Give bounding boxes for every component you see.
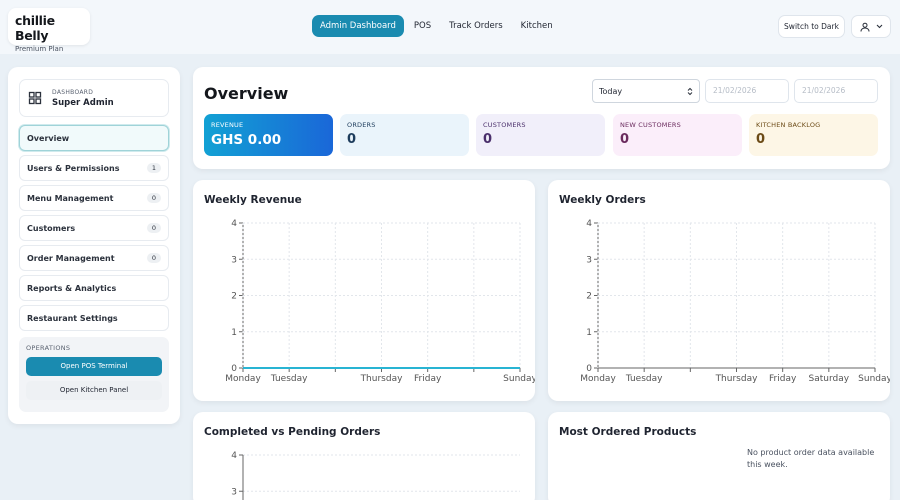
theme-toggle-button[interactable]: Switch to Dark: [778, 15, 845, 38]
range-select-value: Today: [599, 86, 623, 96]
date-to-field[interactable]: 21/02/2026: [794, 79, 878, 103]
y-tick-label: 1: [231, 328, 237, 338]
kpi-value: GHS 0.00: [211, 132, 282, 148]
dashboard-profile-card: DASHBOARD Super Admin: [19, 79, 169, 117]
y-tick-label: 2: [231, 292, 237, 302]
brand-plan: Premium Plan: [15, 45, 64, 53]
sidebar-item-label: Users & Permissions: [27, 163, 120, 173]
sidebar-item-users-permissions[interactable]: Users & Permissions 1: [19, 155, 169, 181]
y-tick-label: 1: [586, 328, 592, 338]
kpi-value: 0: [347, 132, 357, 147]
x-tick-label: Saturday: [809, 374, 850, 384]
nav-pos[interactable]: POS: [413, 21, 432, 31]
chart-title: Weekly Revenue: [204, 194, 302, 206]
sidebar-item-label: Reports & Analytics: [27, 283, 117, 293]
operations-title: OPERATIONS: [26, 344, 71, 352]
kpi-customers: CUSTOMERS 0: [476, 114, 605, 156]
kpi-orders: ORDERS 0: [340, 114, 469, 156]
kpi-new-customers: NEW CUSTOMERS 0: [613, 114, 742, 156]
kpi-value: 0: [620, 132, 630, 147]
dashboard-label: DASHBOARD: [52, 88, 94, 96]
sidebar-item-overview[interactable]: Overview: [19, 125, 169, 151]
card-title: Most Ordered Products: [559, 426, 697, 438]
weekly-orders-card: Weekly Orders 0 1 2 3 4 Monday Tuesday Thursday…: [548, 180, 890, 401]
kpi-kitchen-backlog: KITCHEN BACKLOG 0: [749, 114, 878, 156]
sidebar-item-customers[interactable]: Customers 0: [19, 215, 169, 241]
range-select[interactable]: Today: [592, 79, 700, 103]
kpi-label: KITCHEN BACKLOG: [756, 121, 821, 129]
chevron-down-icon: [876, 24, 882, 29]
weekly-revenue-card: Weekly Revenue 0 1 2 3 4 Monday Tuesday Thursda…: [193, 180, 535, 401]
x-tick-label: Sunday: [503, 374, 535, 384]
user-role: Super Admin: [52, 97, 114, 108]
y-tick-label: 3: [586, 255, 592, 265]
y-tick-label: 3: [231, 255, 237, 265]
weekly-revenue-chart: 0 1 2 3 4 Monday Tuesday Thursday Friday Sunday: [225, 219, 535, 384]
sidebar-item-reports-analytics[interactable]: Reports & Analytics: [19, 275, 169, 301]
x-tick-label: Sunday: [858, 374, 890, 384]
kpi-revenue: REVENUE GHS 0.00: [204, 114, 333, 156]
sidebar-item-label: Menu Management: [27, 193, 114, 203]
y-tick-label: 2: [586, 292, 592, 302]
count-badge: 0: [146, 223, 161, 233]
x-tick-label: Monday: [580, 374, 616, 384]
kpi-label: NEW CUSTOMERS: [620, 121, 681, 129]
x-tick-label: Thursday: [715, 374, 759, 384]
user-menu-button[interactable]: [851, 15, 891, 38]
user-icon: [860, 22, 869, 32]
y-tick-label: 4: [586, 219, 592, 229]
page-title: Overview: [204, 84, 289, 103]
empty-state-text: No product order data available this wee…: [747, 448, 875, 469]
select-arrows-icon: [687, 87, 693, 95]
sidebar-item-label: Overview: [27, 133, 70, 143]
main-nav: Admin Dashboard POS Track Orders Kitchen: [312, 15, 563, 37]
x-tick-label: Tuesday: [270, 374, 308, 384]
grid-icon: [28, 91, 42, 105]
open-kitchen-panel-button[interactable]: Open Kitchen Panel: [26, 381, 162, 400]
sidebar: DASHBOARD Super Admin Overview Users & P…: [8, 67, 180, 424]
nav-track-orders[interactable]: Track Orders: [449, 21, 503, 31]
count-badge: 0: [146, 253, 161, 263]
weekly-orders-chart: 0 1 2 3 4 Monday Tuesday Thursday Friday Saturday…: [580, 219, 890, 384]
y-tick-label: 4: [231, 451, 237, 461]
overview-panel: Overview Today 21/02/2026 21/02/2026 REV…: [193, 67, 890, 169]
nav-kitchen[interactable]: Kitchen: [520, 21, 553, 31]
y-tick-label: 0: [231, 364, 237, 374]
date-from-field[interactable]: 21/02/2026: [705, 79, 789, 103]
kpi-value: 0: [483, 132, 493, 147]
sidebar-item-label: Order Management: [27, 253, 115, 263]
count-badge: 0: [146, 193, 161, 203]
operations-panel: OPERATIONS Open POS Terminal Open Kitche…: [19, 337, 169, 412]
y-tick-label: 3: [231, 487, 237, 497]
brand-name: chillie Belly: [15, 13, 55, 43]
most-ordered-card: Most Ordered Products No product order d…: [548, 412, 890, 500]
kpi-label: ORDERS: [347, 121, 376, 129]
sidebar-item-menu-management[interactable]: Menu Management 0: [19, 185, 169, 211]
open-pos-terminal-button[interactable]: Open POS Terminal: [26, 357, 162, 376]
completed-vs-pending-chart: 34: [231, 451, 520, 500]
sidebar-item-label: Restaurant Settings: [27, 313, 118, 323]
x-tick-label: Tuesday: [625, 374, 663, 384]
y-tick-label: 4: [231, 219, 237, 229]
x-tick-label: Friday: [414, 374, 442, 384]
chart-title: Weekly Orders: [559, 194, 646, 206]
sidebar-item-restaurant-settings[interactable]: Restaurant Settings: [19, 305, 169, 331]
kpi-label: REVENUE: [211, 121, 244, 129]
sidebar-item-label: Customers: [27, 223, 76, 233]
nav-admin-dashboard[interactable]: Admin Dashboard: [312, 15, 404, 37]
brand-logo[interactable]: chillie Belly Premium Plan: [8, 8, 90, 53]
x-tick-label: Monday: [225, 374, 261, 384]
kpi-label: CUSTOMERS: [483, 121, 526, 129]
kpi-value: 0: [756, 132, 766, 147]
x-tick-label: Thursday: [360, 374, 404, 384]
top-bar: chillie Belly Premium Plan Admin Dashboa…: [0, 0, 900, 54]
chart-title: Completed vs Pending Orders: [204, 426, 381, 438]
sidebar-item-order-management[interactable]: Order Management 0: [19, 245, 169, 271]
y-tick-label: 0: [586, 364, 592, 374]
x-tick-label: Friday: [769, 374, 797, 384]
count-badge: 1: [146, 163, 161, 173]
